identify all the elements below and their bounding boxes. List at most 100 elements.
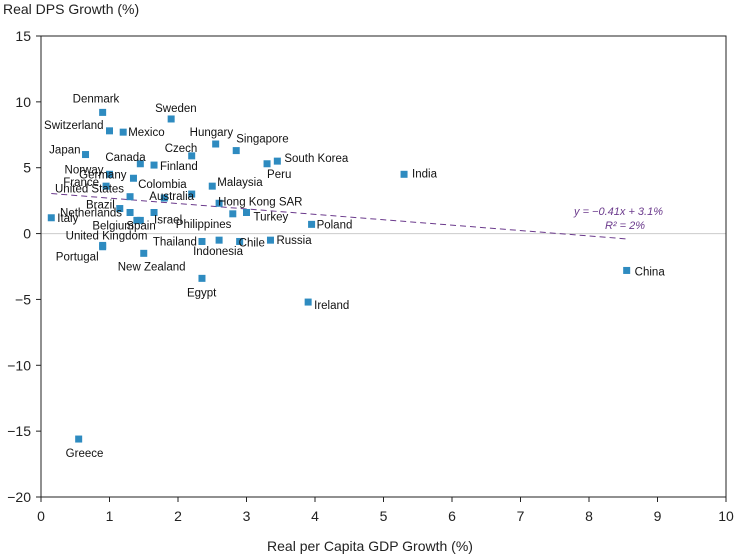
point-label: South Korea [284, 153, 349, 165]
point-label: Italy [57, 213, 78, 225]
point-label: Turkey [254, 211, 289, 223]
data-point [116, 205, 124, 213]
trendline-r2: R² = 2% [605, 220, 645, 232]
y-tick-label: 10 [15, 94, 31, 110]
data-point [150, 208, 158, 216]
point-label: Chile [239, 237, 265, 249]
data-point [106, 170, 113, 178]
y-tick-label: 0 [23, 226, 31, 242]
data-point [140, 249, 148, 257]
point-label: Australia [149, 191, 194, 203]
data-point [106, 127, 113, 135]
point-label: New Zealand [118, 261, 186, 273]
data-point [198, 237, 206, 245]
point-label: Norway [65, 164, 104, 176]
data-point [119, 128, 127, 136]
data-point [136, 216, 144, 224]
data-point [198, 274, 206, 282]
point-label: India [412, 168, 438, 180]
point-label: Thailand [153, 236, 197, 248]
data-point [82, 151, 90, 159]
point-label: Germany [79, 169, 127, 181]
x-tick-label: 8 [585, 508, 593, 524]
x-tick-label: 9 [654, 508, 662, 524]
y-tick-label: −20 [7, 489, 31, 505]
point-label: Malaysia [217, 177, 263, 189]
point-label: Japan [49, 145, 80, 157]
point-label: Hong Kong SAR [218, 196, 302, 208]
data-point [215, 236, 223, 244]
point-label: Philippines [176, 219, 232, 231]
point-label: Egypt [187, 287, 217, 299]
point-label: Poland [317, 219, 353, 231]
x-tick-label: 6 [448, 508, 456, 524]
data-point [160, 194, 168, 202]
data-point [136, 160, 144, 168]
x-tick-label: 7 [517, 508, 525, 524]
y-tick-label: −15 [7, 423, 31, 439]
data-point [263, 160, 271, 168]
point-label: France [63, 177, 99, 189]
y-tick-label: −5 [15, 291, 31, 307]
x-tick-label: 0 [37, 508, 45, 524]
data-point [188, 190, 196, 198]
x-axis-title: Real per Capita GDP Growth (%) [267, 538, 473, 554]
data-point [243, 208, 250, 216]
point-label: United Kingdom [66, 230, 148, 242]
x-tick-label: 2 [174, 508, 182, 524]
data-point [273, 157, 281, 165]
data-point [99, 243, 107, 251]
point-label: Portugal [56, 252, 99, 264]
x-tick-label: 4 [311, 508, 319, 524]
y-tick-label: 5 [23, 160, 31, 176]
trendline [51, 193, 627, 240]
point-label: Russia [276, 235, 312, 247]
x-tick-label: 10 [718, 508, 734, 524]
x-tick-label: 5 [380, 508, 388, 524]
data-point [102, 182, 110, 190]
point-label: Peru [267, 169, 291, 181]
point-label: Belgium [92, 220, 134, 232]
point-label: Ireland [314, 300, 349, 312]
point-label: Spain [126, 220, 155, 232]
data-point [236, 237, 244, 245]
point-label: Hungary [190, 127, 234, 139]
point-label: Sweden [155, 103, 197, 115]
data-point [304, 298, 312, 306]
point-label: Netherlands [60, 207, 122, 219]
trendline-equation: y = −0.41x + 3.1% [573, 206, 663, 218]
data-point [75, 435, 83, 443]
data-point [126, 208, 134, 216]
data-point [167, 115, 175, 123]
point-label: Greece [66, 448, 104, 460]
data-point [266, 236, 274, 244]
point-label: United States [55, 184, 124, 196]
point-label: Switzerland [44, 120, 103, 132]
y-axis-title: Real DPS Growth (%) [3, 1, 139, 17]
point-label: Israel [154, 214, 182, 226]
point-label: Singapore [236, 134, 288, 146]
point-label: Mexico [128, 127, 164, 139]
x-tick-label: 3 [243, 508, 251, 524]
data-point [623, 266, 631, 274]
plot-area: 0 1 2 3 4 5 6 7 8 9 10 15 10 5 0 −5 −10 −15 −20 Denmark Swed… [7, 28, 734, 524]
point-label: Czech [165, 143, 198, 155]
point-label: Indonesia [193, 246, 243, 258]
data-point [208, 182, 216, 190]
data-point [232, 147, 240, 155]
y-tick-label: 15 [15, 28, 31, 44]
point-label: Brazil [86, 200, 115, 212]
point-label: Colombia [138, 179, 187, 191]
data-point [150, 161, 158, 169]
data-point [129, 174, 137, 182]
x-tick-label: 1 [106, 508, 114, 524]
data-point [308, 220, 316, 228]
data-point [188, 152, 196, 160]
data-point [212, 140, 220, 148]
data-point [229, 210, 237, 218]
point-label: Canada [105, 152, 146, 164]
point-label: China [635, 266, 666, 278]
point-label: Denmark [73, 93, 120, 105]
data-point [99, 108, 107, 116]
